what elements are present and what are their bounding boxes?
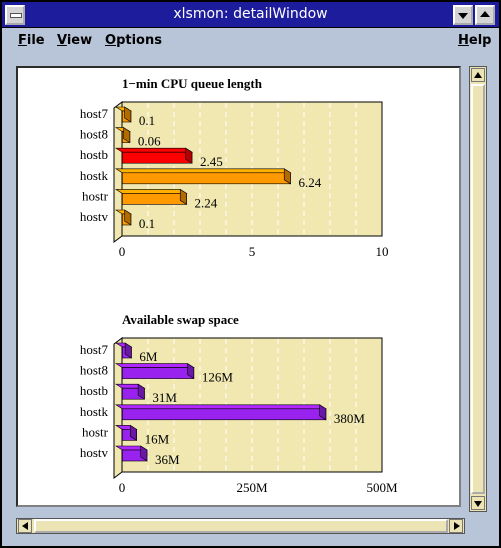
chart-1-title: Available swap space <box>122 312 239 327</box>
chart-1-value-label: 36M <box>155 452 180 467</box>
menu-view-label: iew <box>66 33 93 48</box>
menu-help-mnemonic: H <box>458 33 469 48</box>
chart-1-category-label: hostb <box>80 383 108 398</box>
menu-file-mnemonic: F <box>18 33 27 48</box>
chart-1-bar-side <box>137 383 145 400</box>
scroll-right-button[interactable] <box>449 519 463 533</box>
chart-0-bar <box>122 193 187 205</box>
chart-0-value-label: 6.24 <box>299 175 322 190</box>
arrow-down-icon <box>474 501 482 507</box>
chart-0-value-label: 0.06 <box>138 134 161 149</box>
chart-1-value-label: 380M <box>334 411 366 426</box>
chart-0-value-label: 2.24 <box>195 195 218 210</box>
chart-0-bar-side <box>123 127 131 144</box>
chart-0-category-label: hostr <box>82 188 109 203</box>
chart-1-bar-top <box>114 363 195 368</box>
charts-svg: 1−min CPU queue length host7 0.1 host8 0.06 h… <box>80 76 398 495</box>
chart-1-category-label: hostr <box>82 424 109 439</box>
chart-1-tick-label: 0 <box>119 480 126 495</box>
chart-0-axis-wall <box>113 101 123 243</box>
chart-1-tick-label: 250M <box>236 480 268 495</box>
chart-0-tick-label: 10 <box>376 244 389 259</box>
chart-0-bar-side <box>124 106 132 123</box>
horizontal-scrollbar[interactable] <box>16 518 465 534</box>
chart-0-category-label: host8 <box>80 127 108 142</box>
title-bar[interactable]: xlsmon: detailWindow <box>2 2 499 28</box>
chart-0-bar-side <box>283 168 291 185</box>
scroll-up-button[interactable] <box>471 68 485 82</box>
scroll-down-button[interactable] <box>471 496 485 510</box>
menu-file[interactable]: File <box>18 33 45 48</box>
chart-1-category-label: hostv <box>80 445 109 460</box>
chart-1-value-label: 16M <box>145 431 170 446</box>
menu-bar: File View Options Help <box>2 29 499 53</box>
arrow-right-icon <box>454 522 460 530</box>
chart-1-bar <box>122 408 327 421</box>
chart-1-bar-side <box>130 424 137 441</box>
chart-1-bar <box>122 367 195 379</box>
menu-options-mnemonic: O <box>105 33 117 48</box>
chart-1-bar-side <box>140 445 148 462</box>
chart-0-tick-label: 0 <box>119 244 126 259</box>
chart-0-tick-label: 5 <box>249 244 256 259</box>
chart-0-category-label: host7 <box>80 106 109 121</box>
chart-0-category-label: hostb <box>80 147 108 162</box>
chart-1-value-label: 6M <box>139 349 158 364</box>
chart-1-value-label: 31M <box>152 390 177 405</box>
chart-1-category-label: host7 <box>80 342 109 357</box>
arrow-left-icon <box>22 522 28 530</box>
chart-0-value-label: 2.45 <box>200 154 223 169</box>
chart-0-bar-side <box>179 188 187 205</box>
window-title: xlsmon: detailWindow <box>173 6 328 22</box>
menu-view[interactable]: View <box>57 33 92 48</box>
arrow-up-icon <box>474 72 482 78</box>
chart-0-bar-top <box>114 168 292 174</box>
chart-0-category-label: hostv <box>80 209 109 224</box>
chart-0-bar-side <box>185 147 193 164</box>
minimize-button[interactable] <box>453 5 473 25</box>
horizontal-scroll-thumb[interactable] <box>34 519 448 533</box>
chart-0-category-label: hostk <box>80 168 109 183</box>
minimize-icon <box>458 13 468 19</box>
chart-0-bar-top <box>114 189 188 194</box>
scrollbar-corner <box>469 518 487 534</box>
chart-1-bar-side <box>319 404 327 421</box>
chart-0-value-label: 0.1 <box>139 216 155 231</box>
chart-0-bar-top <box>114 147 194 153</box>
menu-help[interactable]: Help <box>458 33 491 48</box>
chart-0-bar <box>122 172 291 185</box>
chart-0-bar-side <box>124 209 132 226</box>
vertical-scrollbar[interactable] <box>469 66 487 512</box>
chart-1-category-label: hostk <box>80 404 109 419</box>
chart-1-value-label: 126M <box>202 370 234 385</box>
menu-help-label: elp <box>468 33 492 48</box>
maximize-button[interactable] <box>475 5 495 25</box>
chart-0-value-label: 0.1 <box>139 113 155 128</box>
menu-view-mnemonic: V <box>57 33 67 48</box>
chart-1-tick-label: 500M <box>366 480 398 495</box>
chart-canvas: 1−min CPU queue length host7 0.1 host8 0.06 h… <box>16 66 461 507</box>
scroll-left-button[interactable] <box>18 519 32 533</box>
chart-1-bar-side <box>187 363 195 380</box>
chart-0-title: 1−min CPU queue length <box>122 76 263 91</box>
system-menu-button[interactable] <box>5 5 25 25</box>
menu-file-label: ile <box>26 33 45 48</box>
chart-0-bar <box>122 151 193 164</box>
chart-1-axis-wall <box>113 337 123 479</box>
chart-1-bar-top <box>114 404 327 410</box>
maximize-icon <box>480 11 490 17</box>
chart-1-category-label: host8 <box>80 363 108 378</box>
menu-options-label: ptions <box>116 33 162 48</box>
chart-1-bar-side <box>124 342 132 359</box>
vertical-scroll-thumb[interactable] <box>471 84 485 494</box>
menu-options[interactable]: Options <box>105 33 162 48</box>
